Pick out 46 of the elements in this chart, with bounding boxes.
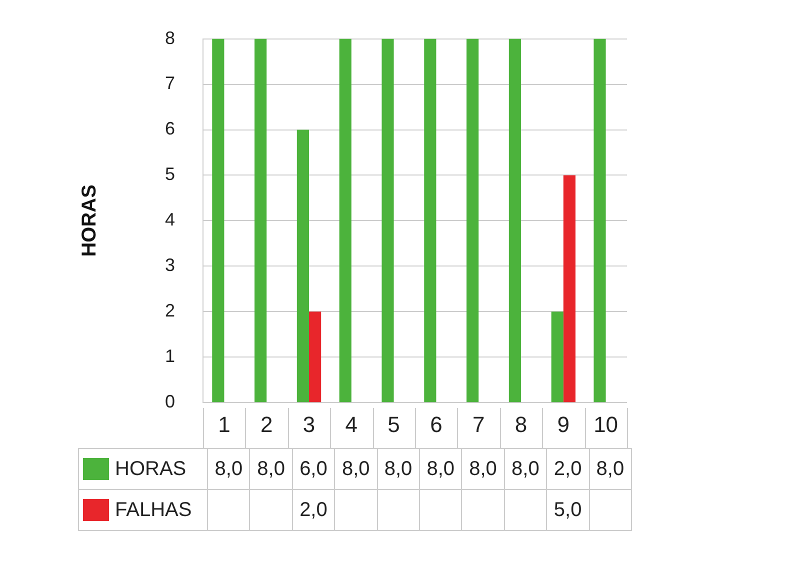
bar: [382, 38, 394, 402]
data-label: 8,0: [462, 448, 504, 490]
data-label: 5,0: [546, 490, 590, 530]
x-tick-label: 4: [345, 412, 358, 437]
bar: [212, 38, 224, 402]
x-tick-label: 7: [472, 412, 485, 437]
bar: [508, 38, 521, 402]
bar: [309, 312, 322, 402]
y-tick-label: 2: [164, 300, 175, 321]
legend-label: FALHAS: [78, 490, 208, 530]
y-tick-label: 3: [164, 255, 175, 276]
bar: [551, 312, 564, 402]
x-tick-label: 6: [430, 412, 442, 437]
x-tick-label: 9: [557, 412, 570, 437]
bar: [466, 38, 479, 402]
data-label: 8,0: [250, 448, 292, 490]
bar: [296, 130, 309, 402]
bar: [424, 38, 436, 402]
data-label: 8,0: [589, 448, 632, 490]
bar: [563, 175, 576, 402]
y-tick-label: 6: [164, 118, 175, 139]
legend-label: HORAS: [78, 448, 208, 490]
data-label: 2,0: [292, 490, 335, 530]
x-tick-label: 5: [388, 412, 400, 437]
bar: [254, 38, 267, 402]
x-tick-label: 2: [260, 412, 273, 437]
data-label: 6,0: [292, 448, 335, 490]
data-label: 8,0: [504, 448, 547, 490]
data-label: 8,0: [377, 448, 420, 490]
data-label: 8,0: [419, 448, 462, 490]
x-tick-label: 8: [514, 412, 528, 437]
x-tick-label: 10: [594, 412, 618, 437]
y-tick-label: 8: [164, 28, 175, 48]
y-axis-title: HORAS: [78, 184, 101, 257]
y-tick-label: 4: [164, 210, 175, 230]
x-tick-label: 1: [218, 412, 230, 437]
y-tick-label: 1: [164, 346, 175, 366]
x-tick-label: 3: [302, 412, 316, 437]
y-tick-label: 0: [164, 392, 175, 412]
bar: [339, 38, 352, 402]
data-label: 2,0: [546, 448, 590, 490]
y-tick-label: 5: [164, 164, 175, 184]
bar: [594, 38, 606, 402]
data-label: 8,0: [334, 448, 378, 490]
y-tick-label: 7: [164, 73, 175, 94]
data-label: 8,0: [208, 448, 250, 490]
